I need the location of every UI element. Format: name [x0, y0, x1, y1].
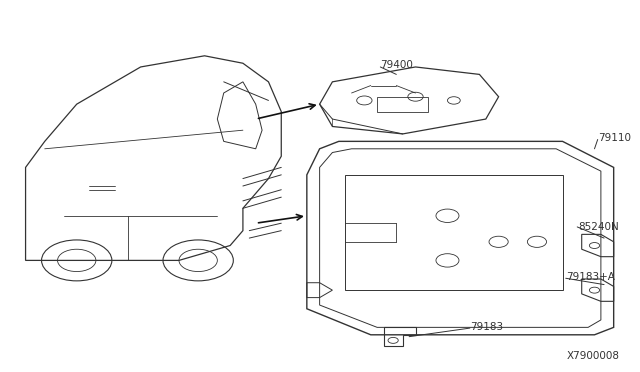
Text: 85240N: 85240N [579, 222, 620, 232]
Text: 79400: 79400 [380, 60, 413, 70]
Text: 79183: 79183 [470, 323, 503, 332]
Text: X7900008: X7900008 [567, 351, 620, 361]
Text: 79110: 79110 [598, 133, 630, 142]
Text: 79183+A: 79183+A [566, 272, 614, 282]
Bar [377, 97, 428, 112]
